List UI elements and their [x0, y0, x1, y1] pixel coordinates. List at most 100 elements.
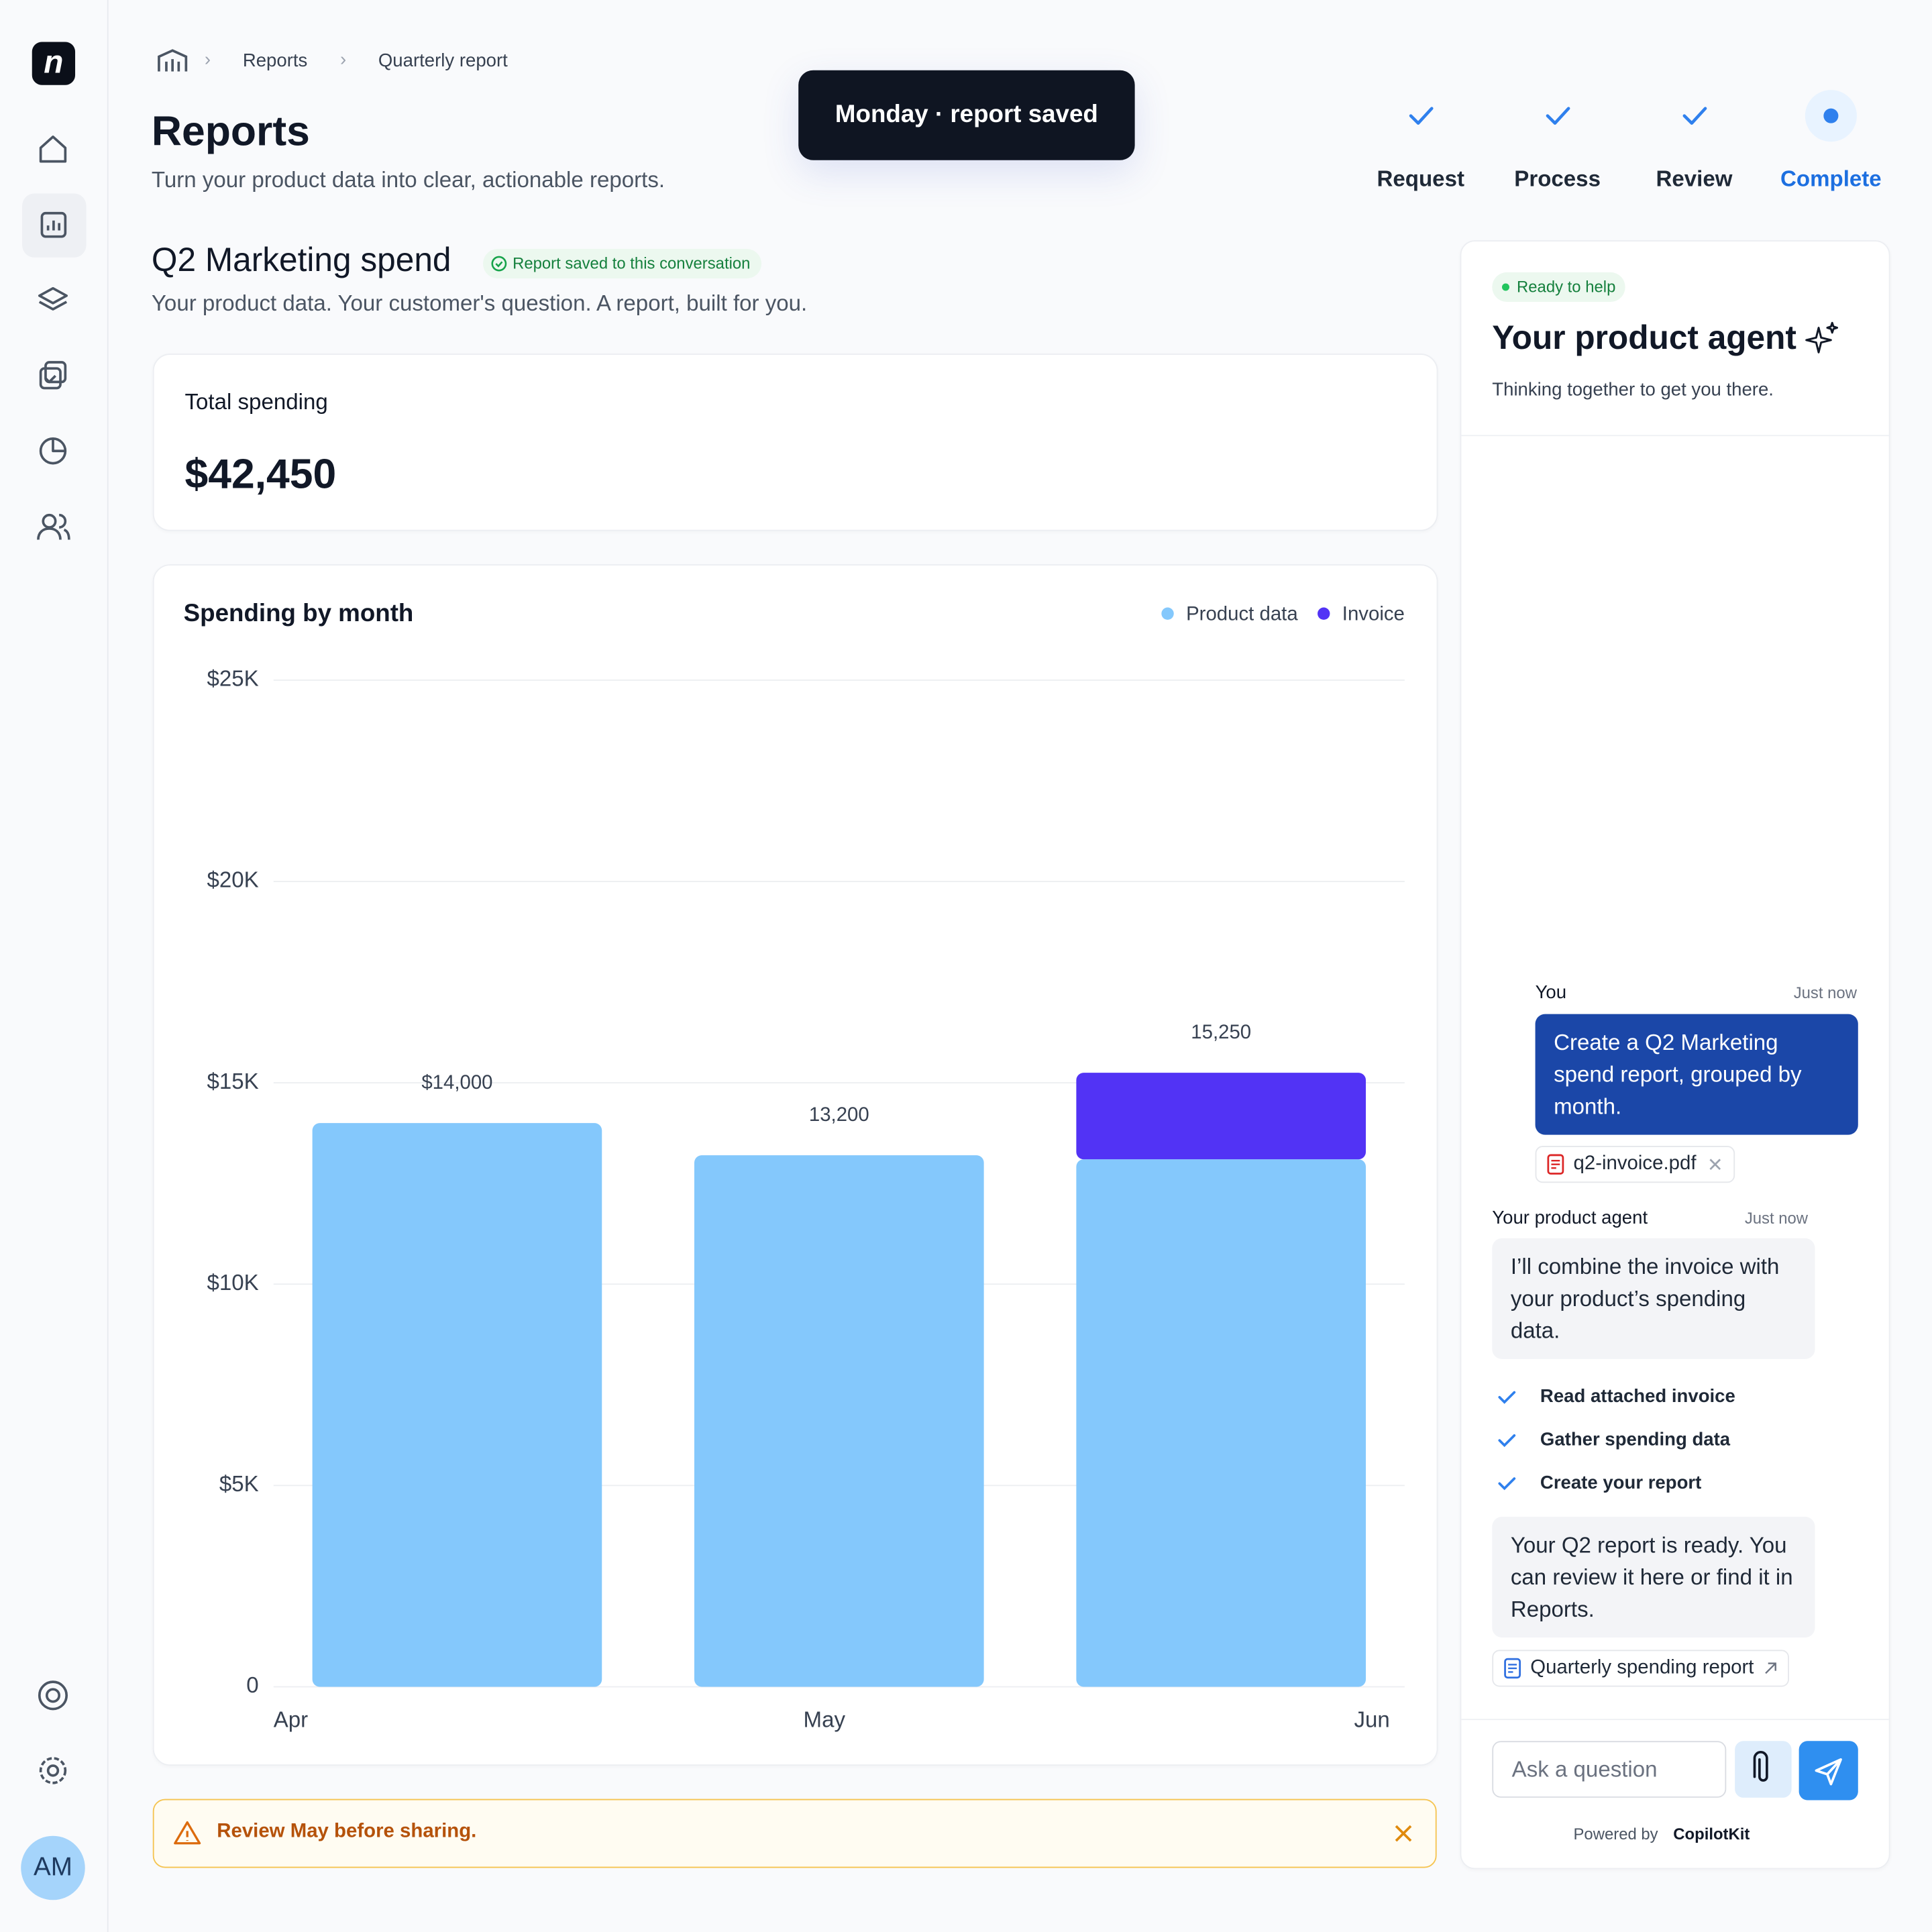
chat-input[interactable]: Ask a question [1492, 1741, 1727, 1798]
step-label: Process [1514, 166, 1601, 191]
attach-button[interactable] [1735, 1741, 1792, 1798]
page-title: Reports [151, 108, 310, 156]
task-checks [1498, 1391, 1516, 1491]
total-value: $42,450 [184, 451, 337, 498]
total-label: Total spending [184, 389, 328, 415]
agent-time: Just now [1744, 1208, 1809, 1228]
status-badge: Ready to help [1492, 272, 1626, 303]
y-tick-label: $15K [207, 1069, 259, 1094]
toast: Monday · report saved [798, 70, 1135, 160]
alert: Review May before sharing. [152, 1799, 1437, 1868]
brand: CopilotKit [1673, 1825, 1750, 1843]
divider [1461, 435, 1889, 437]
step-check [1409, 107, 1434, 125]
send-icon [1815, 1758, 1842, 1786]
send-button[interactable] [1799, 1741, 1858, 1801]
alert-close[interactable] [1391, 1821, 1416, 1846]
total-card: Total spending $42,450 [152, 354, 1438, 531]
users-icon[interactable] [37, 513, 70, 540]
task: Create your report [1540, 1472, 1702, 1494]
doc-icon [1504, 1658, 1521, 1679]
report-subtitle: Your product data. Your customer's quest… [151, 290, 808, 316]
legend-label: Product data [1186, 602, 1298, 625]
agent-subtitle: Thinking together to get you there. [1492, 379, 1774, 400]
report-title: Q2 Marketing spend [151, 241, 451, 279]
agent-title: Your product agent [1492, 319, 1796, 356]
x-tick-label: Apr [274, 1708, 308, 1733]
task: Read attached invoice [1540, 1386, 1735, 1407]
settings-icon[interactable] [39, 1757, 67, 1784]
legend-label: Invoice [1342, 602, 1405, 625]
external-icon [1766, 1662, 1777, 1674]
y-tick-label: $10K [207, 1271, 259, 1295]
powered-by: Powered by [1573, 1825, 1658, 1843]
step-dot [1823, 108, 1839, 123]
bar [1076, 1159, 1366, 1687]
reports-icon[interactable] [40, 211, 67, 238]
status-text: Ready to help [1517, 277, 1616, 296]
logo[interactable]: n [32, 42, 76, 85]
help-icon[interactable] [38, 1680, 68, 1711]
legend-swatch [1318, 607, 1330, 620]
attachment-name: q2-invoice.pdf [1573, 1153, 1697, 1175]
bottom-icons [38, 1680, 68, 1784]
alert-icon [174, 1821, 201, 1845]
home-icon[interactable] [39, 136, 67, 163]
report-link-text: Quarterly spending report [1530, 1657, 1754, 1678]
pdf-icon [1547, 1154, 1564, 1175]
agent-name: Your product agent [1492, 1208, 1648, 1229]
report-link[interactable]: Quarterly spending report [1492, 1650, 1790, 1687]
avatar[interactable]: AM [21, 1835, 85, 1900]
task: Gather spending data [1540, 1429, 1731, 1450]
value-label: 15,250 [1191, 1021, 1251, 1043]
bar [1076, 1073, 1366, 1160]
chart-title: Spending by month [184, 599, 414, 627]
bar [312, 1123, 602, 1687]
nav-icons [22, 136, 87, 540]
sparkle-icon [1805, 321, 1839, 354]
breadcrumb-item[interactable]: Reports [242, 50, 308, 72]
chart-icon[interactable] [39, 437, 67, 465]
breadcrumb-home[interactable] [154, 44, 191, 81]
agent-panel: Ready to help Your product agent Thinkin… [1460, 240, 1890, 1870]
badge-text: Report saved to this conversation [513, 254, 751, 272]
user-message: Create a Q2 Marketing spend report, grou… [1535, 1014, 1858, 1135]
user-name: You [1535, 981, 1567, 1004]
step-label: Complete [1780, 166, 1882, 191]
attachment[interactable]: q2-invoice.pdf [1535, 1146, 1735, 1183]
step-check [1546, 107, 1570, 125]
badge-icon [491, 256, 507, 272]
step-label: Request [1377, 166, 1464, 191]
layers-icon[interactable] [38, 286, 68, 311]
divider [1461, 1719, 1889, 1721]
step-icons [1409, 90, 1857, 142]
y-tick-label: $20K [207, 868, 259, 893]
agent-message: I’ll combine the invoice with your produ… [1492, 1238, 1815, 1359]
y-tick-label: 0 [246, 1673, 258, 1698]
value-label: $14,000 [421, 1071, 492, 1093]
bar [694, 1155, 984, 1687]
x-tick-label: Jun [1354, 1708, 1390, 1733]
agent-message: Your Q2 report is ready. You can review … [1492, 1517, 1815, 1638]
attachment-remove[interactable] [1707, 1157, 1722, 1172]
paperclip-icon [1753, 1751, 1768, 1782]
page-subtitle: Turn your product data into clear, actio… [151, 167, 665, 193]
breadcrumb-sep: › [204, 49, 211, 70]
sidebar: n AM [0, 0, 109, 1932]
status-dot [1501, 283, 1510, 291]
step-label: Review [1656, 166, 1733, 191]
step-check [1682, 107, 1707, 125]
x-tick-label: May [804, 1708, 846, 1733]
breadcrumb-sep: › [339, 49, 347, 70]
legend-swatch [1161, 607, 1174, 620]
user-time: Just now [1793, 983, 1857, 1002]
breadcrumb-item: Quarterly report [378, 50, 508, 72]
value-label: 13,200 [809, 1104, 869, 1126]
y-tick-label: $5K [219, 1472, 259, 1497]
alert-text: Review May before sharing. [217, 1821, 477, 1842]
y-tick-label: $25K [207, 667, 259, 692]
tasks-icon[interactable] [39, 361, 67, 390]
